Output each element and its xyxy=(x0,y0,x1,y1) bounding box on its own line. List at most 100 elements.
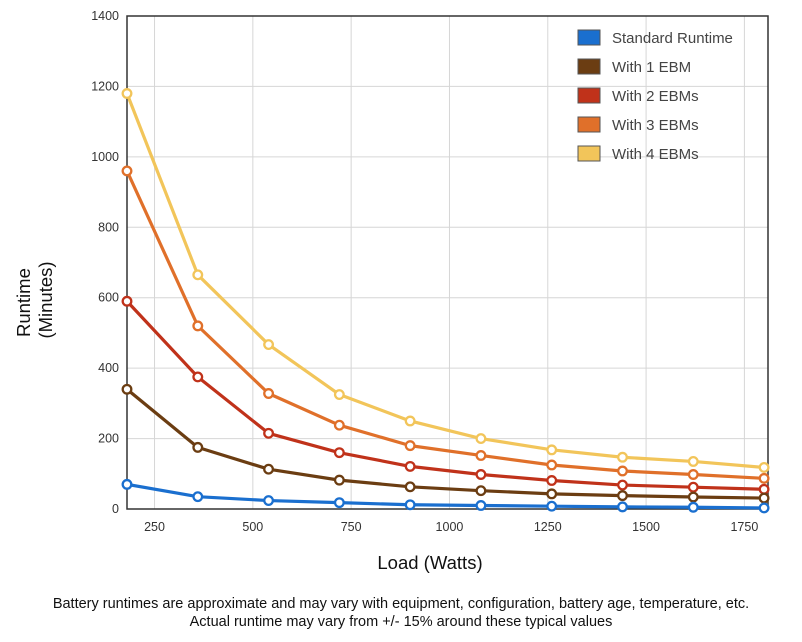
data-point xyxy=(546,488,558,500)
data-point xyxy=(687,491,699,503)
data-point xyxy=(192,371,204,383)
data-point xyxy=(121,295,133,307)
data-point xyxy=(475,469,487,480)
data-point xyxy=(758,492,770,504)
x-tick-label: 750 xyxy=(341,520,362,534)
legend-swatch xyxy=(577,116,601,133)
legend-swatch xyxy=(577,87,601,104)
data-point xyxy=(475,433,487,445)
series-line xyxy=(125,92,765,470)
data-point xyxy=(404,481,416,493)
data-point xyxy=(617,451,628,463)
x-axis-title: Load (Watts) xyxy=(377,552,482,573)
legend-swatch xyxy=(577,29,601,46)
data-point xyxy=(687,481,699,493)
data-point xyxy=(758,502,770,514)
data-point xyxy=(475,485,487,497)
data-point xyxy=(758,472,770,484)
legend-label: With 1 EBM xyxy=(612,59,691,76)
legend-label: With 4 EBMs xyxy=(612,146,699,163)
legend-label: Standard Runtime xyxy=(612,30,733,47)
data-point xyxy=(617,490,628,502)
data-point xyxy=(333,497,345,509)
data-point xyxy=(192,269,204,281)
data-point xyxy=(404,440,416,452)
data-point xyxy=(687,501,699,513)
y-tick-label: 1000 xyxy=(91,150,119,164)
footnote-line-2: Actual runtime may vary from +/- 15% aro… xyxy=(189,614,613,630)
series-standard-runtime xyxy=(121,478,770,514)
legend: Standard Runtime With 1 EBM With 2 EBMs Wit… xyxy=(577,29,733,163)
legend-item: Standard Runtime xyxy=(577,29,733,47)
data-point xyxy=(546,500,558,512)
data-point xyxy=(546,444,558,456)
data-point xyxy=(758,461,770,473)
data-point xyxy=(546,475,558,486)
data-point xyxy=(263,495,275,506)
data-point xyxy=(617,501,628,513)
data-point xyxy=(404,415,416,427)
x-tick-label: 1000 xyxy=(436,520,464,534)
legend-item: With 3 EBMs xyxy=(577,116,699,134)
series-line xyxy=(125,388,765,500)
legend-item: With 2 EBMs xyxy=(577,87,699,105)
data-point xyxy=(475,500,487,511)
plot-area xyxy=(126,15,769,510)
grid xyxy=(127,16,768,509)
legend-item: With 1 EBM xyxy=(577,58,691,76)
data-point xyxy=(121,383,133,395)
data-point xyxy=(121,478,133,490)
x-tick-label: 250 xyxy=(144,520,165,534)
series-with-3-ebms xyxy=(121,165,770,484)
runtime-chart: 0 200 400 600 800 1000 1200 1400 250 500 750 1000 12… xyxy=(13,9,770,573)
y-axis-title-line-1: Runtime xyxy=(13,268,34,337)
legend-swatch xyxy=(577,58,601,75)
legend-swatch xyxy=(577,145,601,162)
data-point xyxy=(404,460,416,472)
data-point xyxy=(263,463,275,475)
data-point xyxy=(475,450,487,461)
y-axis-title: Runtime (Minutes) xyxy=(13,261,56,338)
data-point xyxy=(617,479,628,491)
series-line xyxy=(125,170,765,480)
x-tick-label: 1750 xyxy=(730,520,758,534)
data-point xyxy=(263,388,275,399)
data-point xyxy=(687,469,699,480)
data-point xyxy=(404,499,416,511)
series-line xyxy=(126,482,765,510)
data-point xyxy=(121,165,133,177)
y-tick-label: 1200 xyxy=(91,79,119,93)
data-point xyxy=(192,441,204,453)
series-with-2-ebms xyxy=(121,295,770,495)
y-tick-label: 1400 xyxy=(91,9,119,23)
y-tick-label: 600 xyxy=(98,291,119,305)
y-tick-label: 200 xyxy=(98,432,119,446)
data-point xyxy=(333,389,345,401)
y-tick-label: 400 xyxy=(98,361,119,375)
data-point xyxy=(758,483,770,495)
legend-label: With 3 EBMs xyxy=(612,117,699,134)
data-point xyxy=(263,427,275,439)
series-line xyxy=(125,300,765,491)
data-point xyxy=(121,88,133,99)
x-tick-label: 1500 xyxy=(632,520,660,534)
y-axis-title-line-2: (Minutes) xyxy=(35,261,56,338)
legend-label: With 2 EBMs xyxy=(612,88,699,105)
x-tick-label: 1250 xyxy=(534,520,562,534)
data-point xyxy=(192,491,204,503)
y-tick-label: 0 xyxy=(112,502,119,516)
series-with-1-ebm xyxy=(121,383,770,504)
data-point xyxy=(333,447,345,459)
legend-item: With 4 EBMs xyxy=(577,145,699,163)
y-tick-label: 800 xyxy=(98,220,119,234)
data-point xyxy=(617,465,628,477)
data-point xyxy=(687,456,699,467)
axis-ticks: 0 200 400 600 800 1000 1200 1400 250 500 750 1000 12… xyxy=(91,9,758,534)
footnote-line-1: Battery runtimes are approximate and may… xyxy=(52,596,750,612)
series-with-4-ebms xyxy=(121,88,770,473)
data-point xyxy=(192,320,204,332)
series-group xyxy=(121,88,770,514)
x-tick-label: 500 xyxy=(242,520,263,534)
data-point xyxy=(333,474,345,486)
data-point xyxy=(546,459,558,471)
